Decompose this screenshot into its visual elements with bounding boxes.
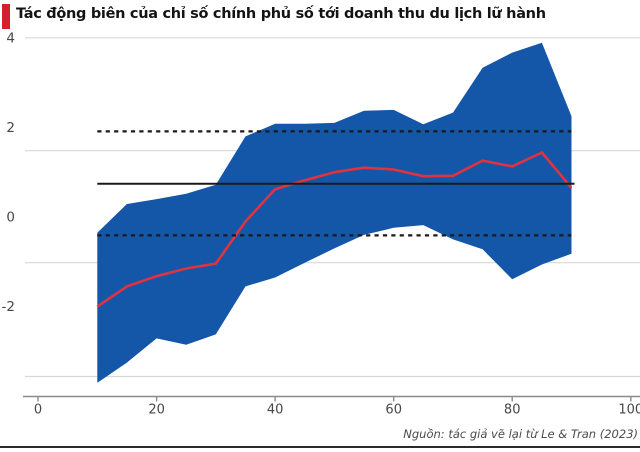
x-tick-label: 100: [618, 403, 640, 418]
x-tick-label: 60: [385, 403, 402, 418]
y-tick-label: 2: [6, 120, 15, 136]
y-tick-label: 0: [6, 210, 15, 226]
x-tick-label: 20: [148, 403, 165, 418]
y-tick-label: -2: [2, 299, 15, 315]
confidence-band: [97, 42, 572, 383]
bottom-rule: [0, 446, 640, 448]
marginal-effect-line: [96, 151, 573, 308]
chart-title: Tác động biên của chỉ số chính phủ số tớ…: [16, 6, 546, 22]
x-tick-label: 80: [504, 403, 521, 418]
x-tick-label: 0: [34, 403, 42, 418]
x-tick-label: 40: [267, 403, 284, 418]
title-accent-bar: [2, 4, 10, 29]
y-tick-label: 4: [6, 30, 15, 46]
source-note: Nguồn: tác giả vẽ lại từ Le & Tran (2023…: [403, 427, 638, 441]
title-bar: Tác động biên của chỉ số chính phủ số tớ…: [0, 0, 640, 32]
